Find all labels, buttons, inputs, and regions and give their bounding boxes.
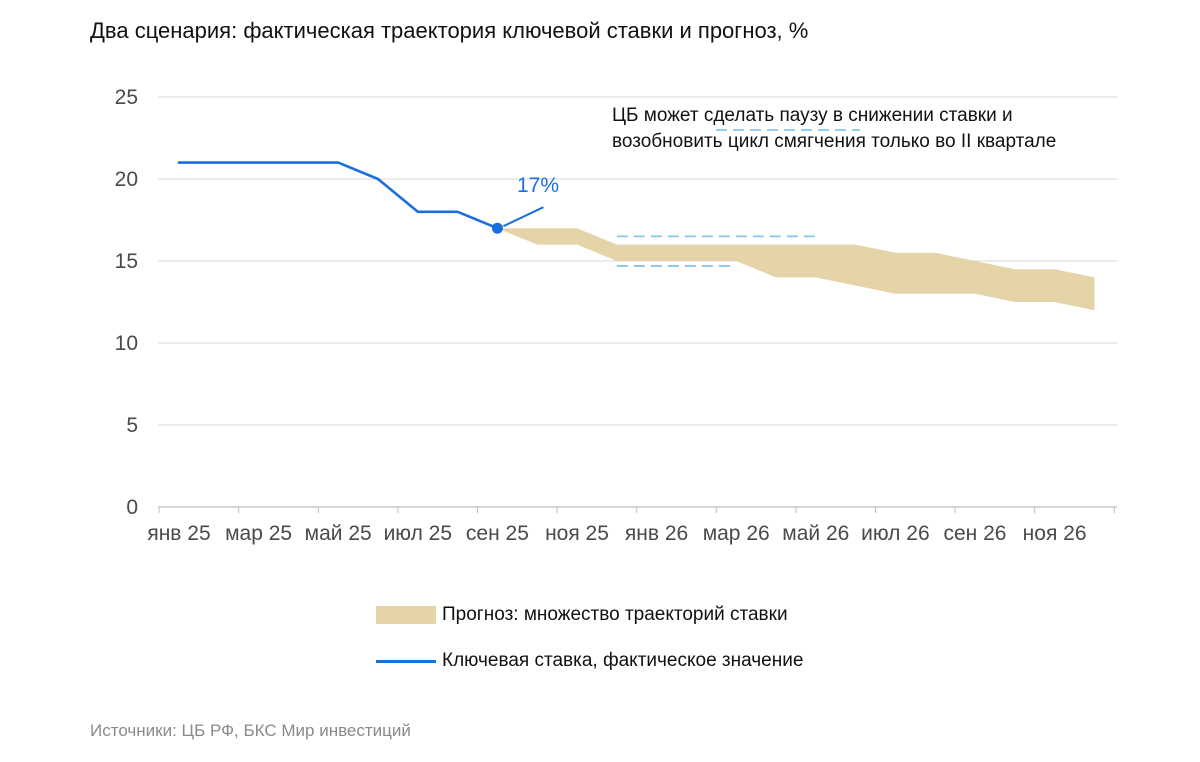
y-tick-label-10: 10 [115,332,138,355]
legend-label-actual: Ключевая ставка, фактическое значение [442,650,804,671]
legend-item-forecast: Прогноз: множество траекторий ставки [376,600,803,630]
chart-plot: 0 5 10 15 20 25 янв 25 мар 25 май 25 июл 25 сен 2… [115,86,1117,545]
x-tick-label: мар 26 [703,522,770,545]
x-tick-label: янв 25 [147,522,210,545]
legend: Прогноз: множество траекторий ставки Клю… [376,600,803,692]
y-tick-label-25: 25 [115,86,138,109]
y-tick-label-5: 5 [126,414,138,437]
chart-title: Два сценария: фактическая траектория клю… [90,18,809,43]
x-tick-label: ноя 26 [1023,522,1087,545]
callout-point [491,222,503,234]
x-tick-label: сен 26 [944,522,1007,545]
x-tick-label: мар 25 [225,522,292,545]
x-tick-label: май 25 [305,522,372,545]
callout-label-17: 17% [517,174,560,197]
dashed-markers [616,129,860,267]
callout-layer [491,206,544,234]
x-tick-label: сен 25 [466,522,529,545]
forecast-band-layer [497,228,1095,311]
forecast-band [497,228,1095,311]
source-note: Источники: ЦБ РФ, БКС Мир инвестиций [90,721,411,740]
x-tick-label: июл 25 [384,522,452,545]
y-axis-ticks: 0 5 10 15 20 25 [115,86,138,519]
x-axis-ticks: янв 25 мар 25 май 25 июл 25 сен 25 ноя 25 янв … [147,506,1117,545]
callout-leader [502,206,544,228]
legend-swatch-actual [376,659,436,663]
legend-item-actual: Ключевая ставка, фактическое значение [376,646,803,676]
y-tick-label-0: 0 [126,496,138,519]
x-tick-label: ноя 25 [545,522,609,545]
y-tick-label-15: 15 [115,250,138,273]
y-tick-label-20: 20 [115,168,138,191]
legend-swatch-forecast [376,606,436,624]
actual-rate-line [177,161,499,230]
legend-label-forecast: Прогноз: множество траекторий ставки [442,604,788,625]
chart-annotation: ЦБ может сделать паузу в снижении ставки… [612,105,1057,152]
x-tick-label: июл 26 [861,522,929,545]
actual-line-layer [177,161,499,230]
x-tick-label: май 26 [782,522,849,545]
x-tick-label: янв 26 [625,522,688,545]
